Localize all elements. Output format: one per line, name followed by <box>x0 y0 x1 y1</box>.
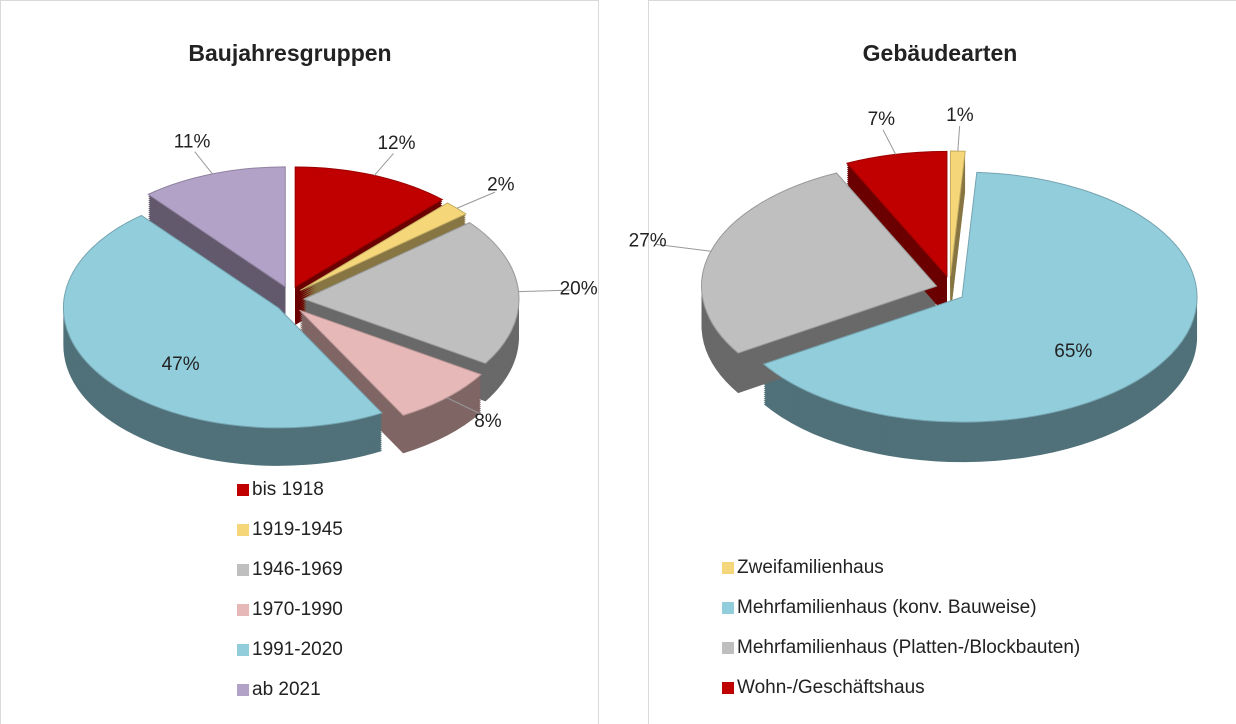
leader-line <box>518 289 571 293</box>
data-label: 1% <box>946 105 974 126</box>
leader-line <box>456 191 496 209</box>
legend-label: 1970-1990 <box>252 599 343 620</box>
panel <box>0 0 599 724</box>
data-label: 8% <box>474 411 502 432</box>
data-label: 65% <box>1054 341 1092 362</box>
legend-label: 1946-1969 <box>252 559 343 580</box>
legend-swatch <box>722 642 734 654</box>
legend-label: bis 1918 <box>252 479 324 500</box>
leader-line <box>957 126 961 152</box>
slice <box>302 222 520 364</box>
legend-swatch <box>237 644 249 656</box>
slice <box>294 166 444 288</box>
slice <box>762 171 1198 423</box>
legend-swatch <box>237 524 249 536</box>
legend-swatch <box>722 602 734 614</box>
panel <box>648 0 1236 724</box>
legend-label: ab 2021 <box>252 679 321 700</box>
leader-line <box>194 151 213 175</box>
legend-swatch <box>237 564 249 576</box>
legend-label: Mehrfamilienhaus (Platten-/Blockbauten) <box>737 637 1080 658</box>
slice <box>949 150 966 277</box>
legend-swatch <box>237 684 249 696</box>
legend-label: Mehrfamilienhaus (konv. Bauweise) <box>737 597 1037 618</box>
slice <box>63 214 383 429</box>
leader-line <box>655 243 711 252</box>
data-label: 12% <box>377 133 415 154</box>
data-label: 11% <box>174 131 211 152</box>
legend-swatch <box>722 682 734 694</box>
legend-swatch <box>237 484 249 496</box>
chart-title: Baujahresgruppen <box>188 40 391 66</box>
legend-swatch <box>722 562 734 574</box>
data-label: 47% <box>162 354 200 375</box>
slice <box>299 309 483 416</box>
slice <box>701 172 938 354</box>
legend-label: Wohn-/Geschäftshaus <box>737 677 925 698</box>
data-label: 7% <box>868 109 896 130</box>
legend-label: 1991-2020 <box>252 639 343 660</box>
data-label: 2% <box>487 174 515 195</box>
legend-label: 1919-1945 <box>252 519 343 540</box>
leader-line <box>373 153 394 176</box>
legend-label: Zweifamilienhaus <box>737 557 884 578</box>
data-label: 20% <box>560 278 598 299</box>
slice <box>147 166 286 288</box>
legend-swatch <box>237 604 249 616</box>
leader-line <box>446 397 483 416</box>
data-label: 27% <box>629 230 667 251</box>
slice <box>845 150 948 278</box>
leader-line <box>882 129 897 155</box>
chart-title: Gebäudearten <box>863 40 1018 66</box>
